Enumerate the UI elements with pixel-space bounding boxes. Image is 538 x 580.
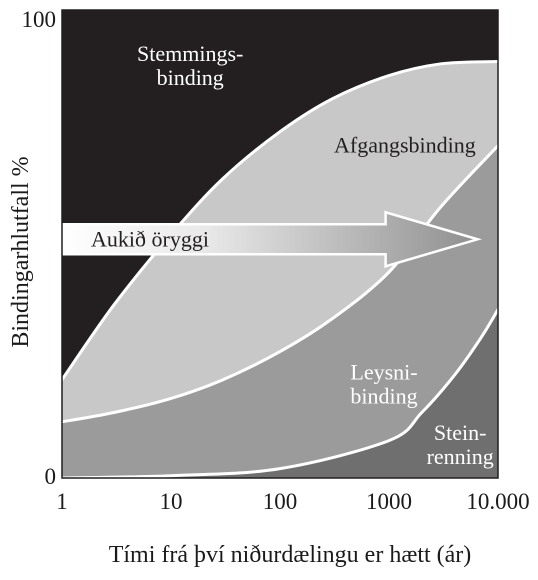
x-tick-label: 10.000 bbox=[466, 489, 529, 514]
y-tick-label: 0 bbox=[45, 464, 57, 489]
x-axis-title: Tími frá því niðurdælingu er hætt (ár) bbox=[109, 542, 472, 568]
region-label-line: Stein- bbox=[434, 420, 487, 445]
region-label-line: binding bbox=[157, 65, 224, 90]
y-tick-label: 100 bbox=[22, 7, 57, 32]
region-label-line: binding bbox=[350, 383, 417, 408]
region-label-line: renning bbox=[427, 444, 494, 469]
arrow-label: Aukið öryggi bbox=[91, 226, 209, 251]
region-label-steinrenning: Stein-renning bbox=[427, 420, 494, 469]
region-label-afgangsbinding: Afgangsbinding bbox=[334, 133, 476, 158]
y-axis-title: Bindingarhlutfall % bbox=[8, 156, 34, 347]
region-label-line: Stemmings- bbox=[137, 41, 243, 66]
x-tick-label: 1000 bbox=[366, 489, 412, 514]
x-tick-label: 1 bbox=[56, 489, 68, 514]
x-tick-label: 10 bbox=[160, 489, 183, 514]
regions-layer bbox=[62, 60, 498, 478]
region-leysnibinding bbox=[62, 144, 498, 478]
plot-frame bbox=[61, 9, 499, 479]
y-axis: 0 100 bbox=[22, 7, 57, 489]
increased-safety-arrow bbox=[60, 210, 483, 268]
region-label-stemmingsbinding: Stemmings-binding bbox=[137, 41, 243, 90]
x-tick-label: 100 bbox=[263, 489, 298, 514]
region-label-line: Leysni- bbox=[350, 359, 417, 384]
x-axis: 1 10 100 1000 10.000 bbox=[56, 489, 529, 514]
region-label-line: Afgangsbinding bbox=[334, 133, 476, 158]
region-label-leysnibinding: Leysni-binding bbox=[350, 359, 417, 408]
region-steinrenning bbox=[62, 308, 498, 478]
